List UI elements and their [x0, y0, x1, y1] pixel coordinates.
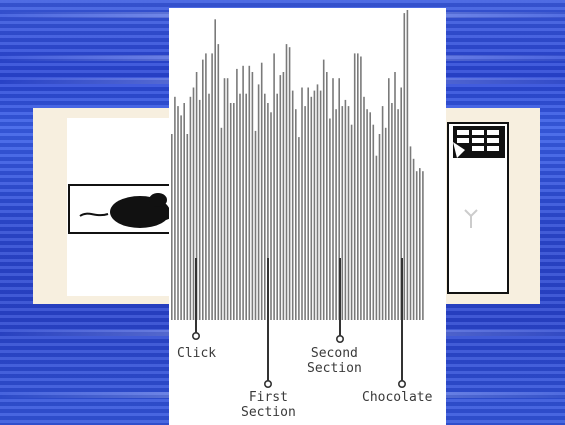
activity-bar: [307, 87, 309, 320]
label-click: Click: [177, 346, 217, 361]
activity-bar: [313, 90, 316, 320]
activity-bar: [316, 84, 319, 321]
activity-bar: [264, 93, 266, 320]
activity-bar: [357, 53, 359, 321]
label-chocolate: Chocolate: [362, 390, 433, 405]
activity-bar: [229, 103, 232, 320]
activity-bar: [239, 93, 241, 320]
activity-bar: [409, 146, 412, 320]
activity-bar: [205, 53, 207, 321]
activity-bar: [251, 72, 254, 320]
activity-bar: [248, 65, 251, 320]
activity-bar: [174, 96, 176, 320]
activity-bar: [214, 19, 216, 321]
branch-icon: [464, 209, 478, 228]
activity-bar: [276, 93, 278, 320]
activity-bar: [198, 99, 201, 321]
activity-bar: [329, 118, 331, 320]
activity-bar: [233, 103, 235, 320]
activity-bar: [195, 72, 198, 320]
activity-bar: [226, 78, 229, 320]
activity-bar: [273, 53, 275, 321]
activity-bar: [391, 103, 393, 320]
activity-bar: [260, 62, 263, 320]
activity-bar: [257, 84, 260, 321]
activity-bar: [369, 112, 371, 320]
activity-bar: [254, 130, 257, 320]
activity-bar: [171, 134, 173, 320]
activity-bar: [236, 68, 238, 321]
activity-bar: [310, 96, 313, 320]
chart-canvas: [171, 10, 424, 388]
activity-bar: [394, 72, 396, 320]
activity-bar: [350, 124, 353, 320]
activity-bar: [400, 87, 402, 320]
activity-bar: [363, 96, 365, 320]
activity-bar: [298, 137, 300, 320]
activity-bar: [189, 96, 192, 320]
activity-bar: [295, 109, 297, 320]
activity-bar: [282, 72, 285, 320]
activity-bar: [267, 103, 269, 320]
activity-bar: [192, 87, 195, 320]
activity-bar: [381, 106, 384, 320]
activity-bar: [347, 106, 350, 320]
mouse-icon: [79, 193, 182, 228]
chocolate-bar-icon: [453, 126, 505, 228]
activity-bar: [270, 112, 272, 320]
label-first-section: First Section: [241, 390, 296, 420]
activity-bar: [335, 109, 337, 320]
marker-dot-first-section: [264, 379, 273, 388]
activity-bar: [388, 78, 390, 320]
activity-bar: [344, 99, 347, 321]
activity-bar: [341, 106, 344, 320]
activity-bar: [186, 134, 189, 320]
activity-bar: [279, 75, 282, 320]
activity-bar: [378, 134, 381, 320]
activity-bar: [375, 155, 378, 320]
marker-dot-chocolate: [398, 379, 407, 388]
activity-bar: [288, 47, 291, 320]
activity-bar: [372, 124, 375, 320]
label-second-section: Second Section: [307, 346, 362, 376]
activity-bar: [360, 56, 362, 320]
activity-bar: [177, 106, 179, 320]
marker-dot-click: [191, 331, 200, 340]
activity-bar: [406, 10, 409, 320]
activity-bar: [245, 93, 247, 320]
activity-bar: [403, 13, 406, 320]
activity-bar: [415, 171, 418, 320]
activity-bar: [223, 78, 226, 320]
activity-bar: [419, 168, 421, 320]
activity-bar: [208, 93, 210, 320]
maze-corridor: [68, 184, 183, 234]
activity-bar: [384, 127, 387, 320]
activity-bar: [301, 87, 303, 320]
activity-bar: [422, 171, 424, 320]
marker-dot-second-section: [336, 334, 345, 343]
activity-bar: [242, 65, 244, 320]
maze-end-frame: [447, 122, 509, 294]
activity-bar: [397, 109, 399, 320]
activity-bar: [326, 72, 328, 320]
activity-bar: [322, 59, 325, 320]
activity-bar: [412, 158, 415, 320]
activity-bar: [183, 103, 185, 320]
activity-bar: [202, 59, 204, 320]
activity-bar: [217, 44, 220, 320]
activity-bar: [338, 78, 340, 320]
activity-bar: [353, 53, 356, 321]
activity-bar: [332, 78, 334, 320]
activity-bar: [366, 109, 368, 320]
activity-bar: [285, 44, 288, 320]
activity-bar: [180, 115, 182, 321]
activity-bar: [211, 53, 213, 321]
activity-bar: [220, 127, 223, 320]
activity-bar: [319, 90, 322, 320]
activity-bar: [291, 90, 294, 320]
neural-activity-chart: Click First Section Second Section Choco…: [169, 8, 446, 425]
activity-bar: [304, 106, 306, 320]
